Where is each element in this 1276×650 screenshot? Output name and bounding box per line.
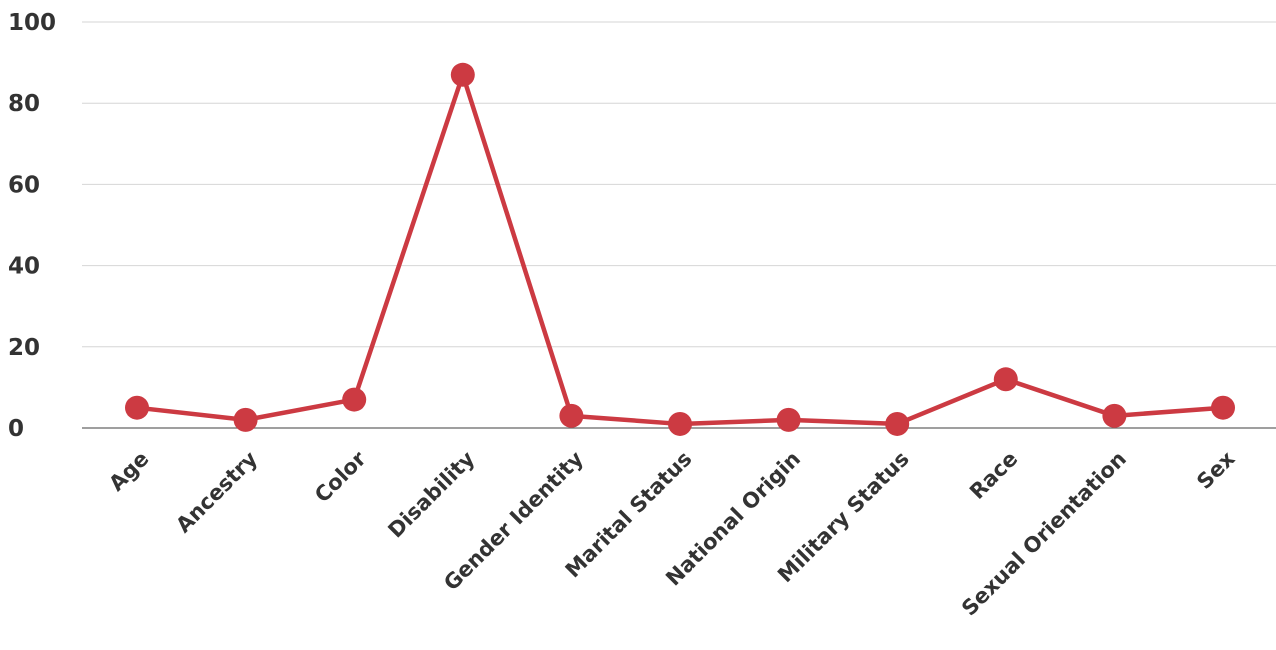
y-tick-label: 100 bbox=[8, 10, 56, 36]
y-axis-tick-labels: 0 20 40 60 80 100 bbox=[8, 10, 56, 442]
data-point bbox=[450, 62, 475, 87]
data-point bbox=[993, 367, 1018, 392]
y-tick-label: 40 bbox=[8, 254, 40, 280]
x-tick-label: Color bbox=[310, 446, 371, 507]
data-point bbox=[1211, 395, 1235, 420]
y-tick-label: 80 bbox=[8, 91, 40, 117]
data-point bbox=[559, 403, 584, 428]
data-point bbox=[233, 407, 258, 432]
gridlines bbox=[82, 21, 1276, 429]
data-point bbox=[1102, 403, 1127, 428]
data-point bbox=[342, 387, 367, 412]
series-line bbox=[134, 72, 1226, 427]
x-tick-label: Disability bbox=[383, 446, 479, 542]
data-point bbox=[125, 395, 149, 420]
y-tick-label: 20 bbox=[8, 335, 40, 361]
data-series bbox=[125, 62, 1235, 436]
x-tick-label: Sex bbox=[1192, 446, 1240, 494]
y-tick-label: 60 bbox=[8, 172, 40, 198]
data-point bbox=[885, 411, 910, 436]
data-point bbox=[776, 407, 801, 432]
y-tick-label: 0 bbox=[8, 416, 24, 442]
x-tick-label: Ancestry bbox=[171, 446, 262, 537]
data-point bbox=[668, 411, 692, 436]
x-tick-label: Age bbox=[104, 447, 153, 496]
x-tick-label: Race bbox=[965, 447, 1022, 504]
